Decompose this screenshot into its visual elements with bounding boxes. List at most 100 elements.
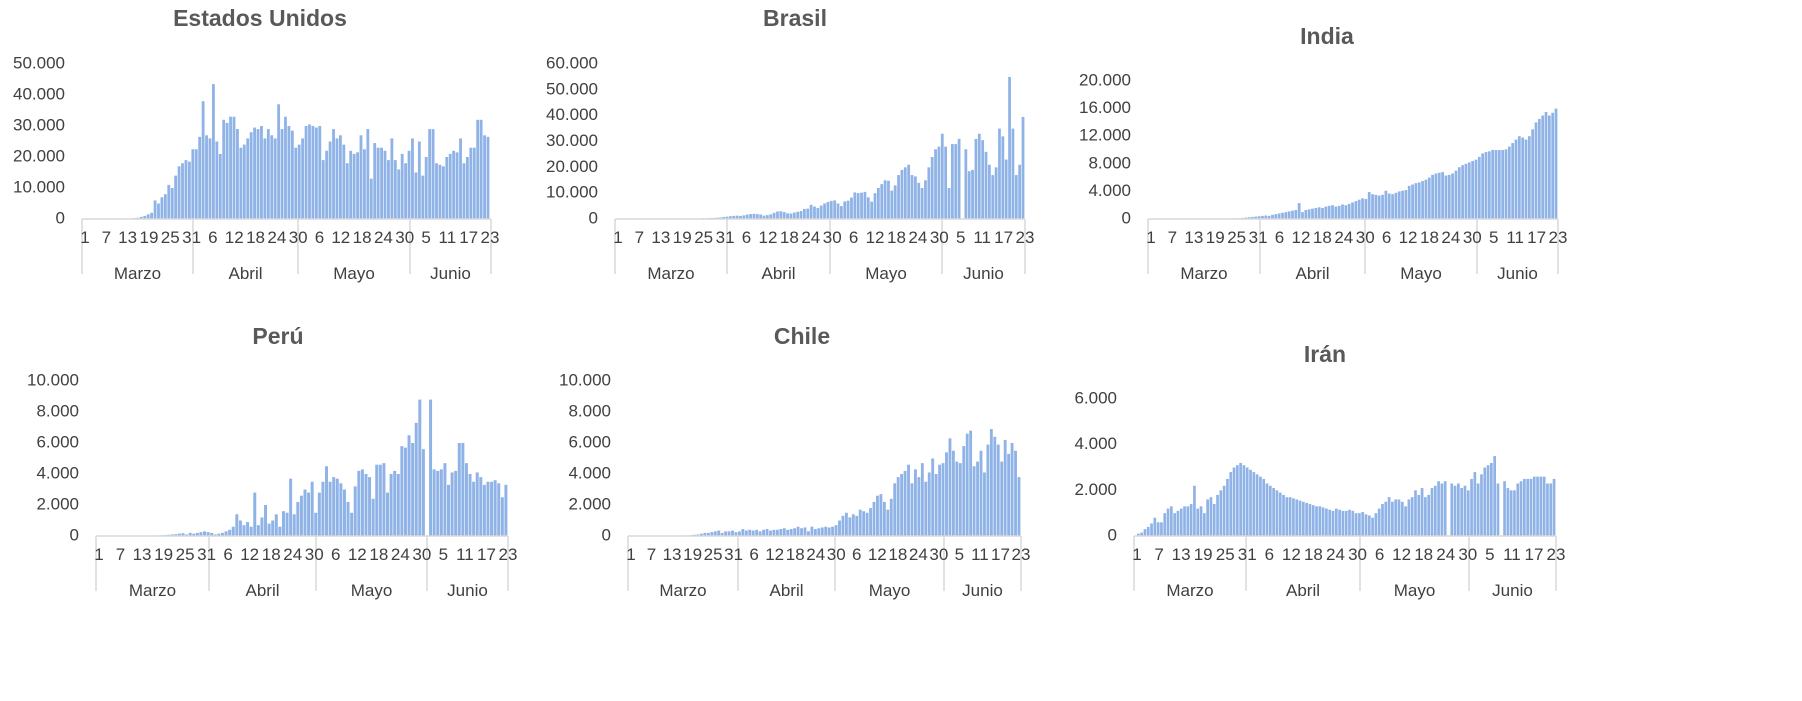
y-tick-label: 0	[70, 525, 79, 544]
bar	[964, 149, 967, 219]
bar	[717, 531, 720, 536]
bar	[1381, 504, 1384, 536]
month-label: Junio	[963, 264, 1004, 283]
bar	[1467, 490, 1470, 536]
bar	[864, 192, 867, 219]
bar	[835, 525, 838, 536]
x-tick-label: 6	[315, 228, 324, 247]
bar	[1465, 164, 1468, 219]
x-tick-label: 12	[868, 545, 887, 564]
x-tick-label: 18	[1414, 545, 1433, 564]
bar	[1545, 112, 1548, 219]
bar	[1351, 511, 1354, 536]
bar	[275, 514, 278, 536]
bar	[773, 530, 776, 536]
x-tick-label: 30	[1458, 545, 1477, 564]
bar	[766, 529, 769, 536]
y-tick-label: 20.000	[13, 146, 65, 165]
month-label: Mayo	[869, 581, 911, 600]
bar	[298, 145, 301, 219]
bar	[329, 142, 332, 220]
x-tick-label: 17	[994, 228, 1013, 247]
bar	[1487, 465, 1490, 536]
bar	[463, 163, 466, 219]
bar	[1153, 518, 1156, 536]
y-tick-label: 0	[56, 208, 65, 227]
bar	[1510, 490, 1513, 536]
bar	[1022, 117, 1025, 219]
bar	[1226, 479, 1229, 536]
x-tick-label: 12	[866, 228, 885, 247]
bar	[917, 477, 920, 536]
x-tick-label: 23	[499, 545, 518, 564]
bar	[962, 446, 965, 536]
chart-title: Perú	[252, 323, 303, 349]
bar	[1259, 477, 1262, 536]
bar	[1312, 505, 1315, 536]
x-tick-label: 7	[102, 228, 111, 247]
bar	[1470, 479, 1473, 536]
month-label: Junio	[1492, 581, 1533, 600]
x-tick-label: 7	[647, 545, 656, 564]
bar	[978, 134, 981, 219]
bar	[1177, 511, 1180, 536]
bar	[353, 154, 356, 219]
bar	[927, 167, 930, 219]
bar	[1457, 483, 1460, 536]
bar	[1401, 502, 1404, 536]
bar	[924, 180, 927, 219]
y-tick-label: 30.000	[546, 131, 598, 150]
bar	[1505, 149, 1508, 219]
bar	[1481, 153, 1484, 219]
bar	[1548, 116, 1551, 220]
bar	[952, 451, 955, 536]
bar	[451, 472, 454, 536]
bar	[157, 204, 160, 220]
bar	[1335, 509, 1338, 536]
bar	[494, 480, 497, 536]
bar	[466, 157, 469, 219]
bar	[382, 463, 385, 536]
y-tick-label: 0	[1108, 525, 1117, 544]
bar	[289, 479, 292, 536]
bar	[1503, 481, 1506, 536]
bar	[235, 514, 238, 536]
bar	[1233, 468, 1236, 537]
bar	[838, 521, 841, 537]
bar	[393, 471, 396, 536]
bar	[476, 120, 479, 219]
bar	[1011, 443, 1014, 536]
bar	[779, 211, 782, 219]
month-label: Abril	[769, 581, 803, 600]
bar	[154, 200, 157, 219]
bar	[1415, 183, 1418, 219]
y-tick-label: 4.000	[568, 463, 611, 482]
bar	[914, 469, 917, 536]
bar	[1334, 207, 1337, 219]
bar	[796, 212, 799, 219]
bar	[1549, 483, 1552, 536]
bar	[250, 527, 253, 536]
bar	[1368, 192, 1371, 219]
bar	[1498, 150, 1501, 219]
bar	[209, 138, 212, 219]
y-tick-label: 2.000	[36, 494, 79, 513]
x-tick-label: 31	[724, 545, 743, 564]
bar	[346, 163, 349, 219]
bar	[342, 145, 345, 219]
bar	[1520, 481, 1523, 536]
bar	[188, 162, 191, 219]
x-tick-label: 24	[374, 228, 393, 247]
x-tick-label: 13	[651, 228, 670, 247]
bar	[935, 474, 938, 536]
y-tick-label: 0	[602, 525, 611, 544]
x-tick-label: 7	[116, 545, 125, 564]
y-tick-label: 0	[1122, 208, 1131, 227]
y-tick-label: 6.000	[568, 432, 611, 451]
bar	[439, 165, 442, 219]
chart-title: Chile	[774, 323, 830, 349]
bar	[257, 129, 260, 219]
bar	[941, 134, 944, 219]
